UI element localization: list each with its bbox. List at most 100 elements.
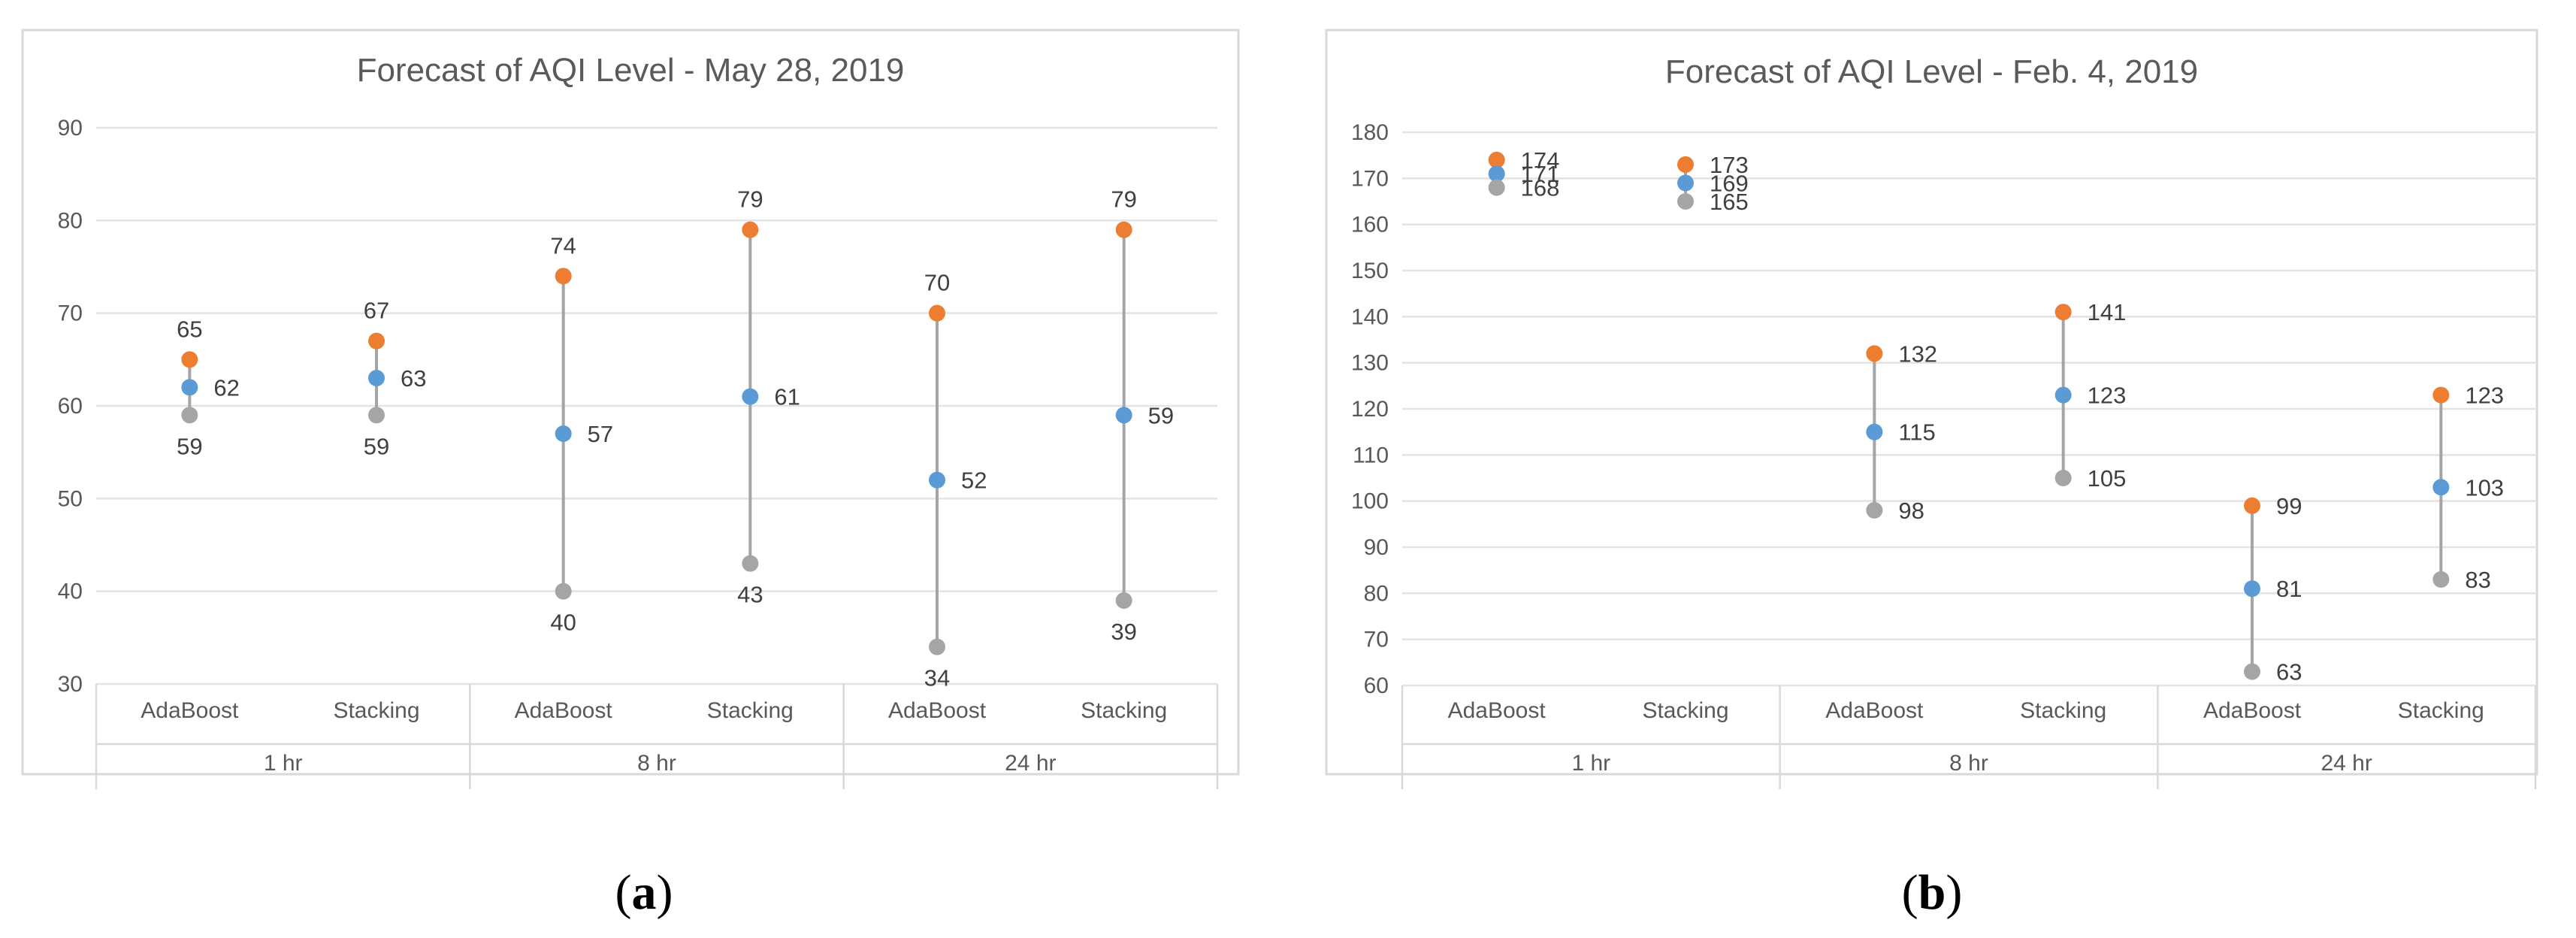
data-point-low [1488,179,1505,196]
data-label: 34 [924,665,950,691]
data-point-mid [555,425,572,442]
data-point-high [1866,345,1883,362]
data-point-high [555,268,572,285]
data-point-high [1488,151,1505,168]
data-label: 169 [1710,170,1749,196]
y-tick-label: 60 [1364,673,1389,698]
data-label: 174 [1521,147,1560,174]
data-point-mid [929,471,945,489]
data-label: 61 [774,384,800,410]
chart-a: Forecast of AQI Level - May 28, 2019 30 40… [21,29,1240,789]
data-label: 63 [401,365,426,392]
data-point-high [1115,221,1132,238]
data-label: 70 [924,270,950,296]
y-tick-label: 180 [1351,120,1389,145]
group-label: 1 hr [264,751,303,776]
data-label: 67 [364,298,389,324]
data-label: 59 [177,433,202,459]
data-label: 103 [2465,474,2504,501]
chart-panel-b: Forecast of AQI Level - Feb. 4, 2019 60 70… [1288,0,2576,938]
data-point-low [1677,193,1694,210]
data-point-mid [2244,580,2260,598]
data-label: 123 [2465,383,2504,409]
data-label: 165 [1710,189,1749,215]
data-point-low [555,582,572,600]
data-point-mid [2432,479,2450,496]
x-tick-label: Stacking [2398,698,2484,723]
data-point-mid [742,388,759,405]
data-point-low [368,407,385,424]
x-tick-label: AdaBoost [1825,698,1924,723]
data-label: 99 [2276,493,2302,519]
y-tick-label: 40 [58,579,83,604]
data-label: 59 [1148,402,1174,428]
caption-b: (b) [1901,865,1963,920]
data-point-mid [1488,165,1505,183]
data-point-high [742,221,759,238]
data-point-mid [2054,386,2072,404]
data-point-low [929,638,945,655]
chart-b: Forecast of AQI Level - Feb. 4, 2019 60 70… [1325,29,2538,789]
caption-a: (a) [615,865,673,920]
data-label: 79 [737,186,763,213]
data-label: 65 [177,316,202,342]
data-label: 43 [737,582,763,608]
y-tick-label: 140 [1351,304,1389,329]
data-label: 123 [2088,383,2127,409]
data-point-mid [1115,407,1132,424]
x-tick-label: Stacking [2020,698,2106,723]
y-tick-label: 50 [58,486,83,511]
data-point-low [2432,570,2450,588]
x-tick-label: Stacking [707,698,794,723]
data-point-high [181,351,198,368]
data-point-low [181,407,198,424]
data-label: 57 [588,421,613,447]
group-label: 24 hr [2321,751,2372,776]
y-tick-label: 130 [1351,351,1389,376]
y-tick-label: 170 [1351,166,1389,191]
chart-title: Forecast of AQI Level - Feb. 4, 2019 [1665,53,2198,90]
data-label: 59 [364,433,389,459]
y-tick-label: 150 [1351,259,1389,283]
x-tick-label: Stacking [1642,698,1728,723]
data-point-high [1677,156,1694,173]
y-tick-label: 70 [1364,628,1389,652]
data-label: 115 [1898,419,1935,446]
data-label: 171 [1521,161,1560,187]
group-label: 8 hr [1949,751,1988,776]
data-label: 63 [2276,659,2302,685]
data-point-high [2054,304,2072,321]
data-point-high [2432,386,2450,404]
data-label: 98 [1898,498,1924,524]
y-tick-label: 100 [1351,489,1389,514]
y-tick-label: 90 [1364,535,1389,560]
group-label: 8 hr [637,751,676,776]
data-label: 173 [1710,152,1749,178]
data-point-high [368,332,385,349]
data-point-low [2244,663,2260,680]
group-label: 1 hr [1571,751,1610,776]
data-label: 62 [213,374,239,401]
data-point-high [2244,497,2260,514]
data-label: 79 [1111,186,1136,213]
data-point-low [2054,470,2072,486]
y-tick-label: 70 [58,301,83,326]
chart-border [21,29,1240,776]
chart-title: Forecast of AQI Level - May 28, 2019 [357,52,905,89]
data-label: 168 [1521,175,1560,201]
x-tick-label: AdaBoost [141,698,239,723]
data-point-mid [368,370,385,386]
y-tick-label: 160 [1351,213,1389,238]
y-tick-label: 110 [1353,443,1389,467]
x-tick-label: AdaBoost [888,698,987,723]
x-tick-label: AdaBoost [1448,698,1547,723]
data-point-mid [181,379,198,396]
data-label: 81 [2276,576,2302,602]
y-tick-label: 90 [58,116,83,141]
x-tick-label: Stacking [1081,698,1167,723]
data-label: 83 [2465,567,2490,593]
y-tick-label: 120 [1351,397,1389,422]
data-point-low [1115,592,1132,609]
y-tick-label: 80 [1364,581,1389,606]
data-label: 39 [1111,619,1136,645]
